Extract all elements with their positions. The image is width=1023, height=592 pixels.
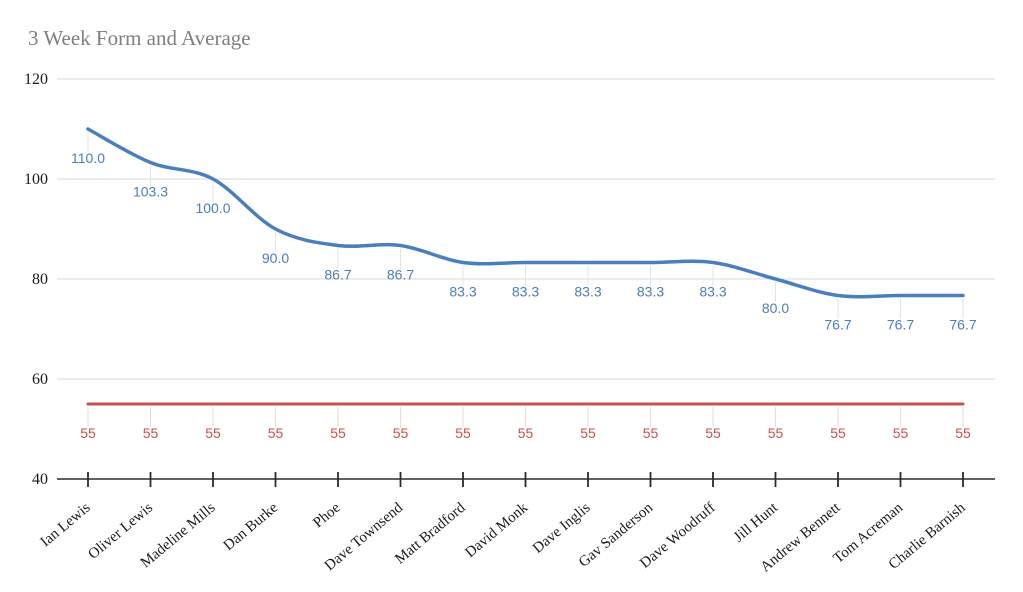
data-label: 55	[830, 425, 846, 441]
chart-title: 3 Week Form and Average	[28, 26, 251, 50]
y-axis-tick-label: 120	[24, 71, 48, 88]
data-label: 55	[518, 425, 534, 441]
data-label: 55	[768, 425, 784, 441]
data-label: 76.7	[824, 317, 851, 333]
y-axis-tick-label: 100	[24, 171, 48, 188]
data-label: 55	[268, 425, 284, 441]
data-label: 103.3	[133, 184, 168, 200]
x-axis-category-label: Ian Lewis	[38, 500, 94, 551]
data-label: 55	[330, 425, 346, 441]
y-axis-tick-label: 80	[32, 271, 48, 288]
data-label: 55	[455, 425, 471, 441]
data-label: 55	[80, 425, 96, 441]
data-label: 86.7	[324, 267, 351, 283]
data-label: 55	[205, 425, 221, 441]
data-label: 55	[705, 425, 721, 441]
x-axis-category-label: Phoe	[310, 500, 344, 532]
data-label: 83.3	[637, 284, 664, 300]
data-label: 83.3	[449, 284, 476, 300]
data-label: 55	[643, 425, 659, 441]
series-line-3-week-form	[86, 127, 965, 299]
x-axis-category-label: Jill Hunt	[731, 499, 782, 545]
data-label: 80.0	[762, 300, 789, 316]
x-axis-category-label: Dave Inglis	[530, 500, 594, 557]
data-label: 90.0	[262, 250, 289, 266]
data-label: 55	[955, 425, 971, 441]
data-label: 76.7	[949, 317, 976, 333]
data-label: 55	[580, 425, 596, 441]
data-label: 55	[893, 425, 909, 441]
y-axis-tick-label: 40	[32, 471, 48, 488]
y-axis-tick-label: 60	[32, 371, 48, 388]
data-label: 76.7	[887, 317, 914, 333]
data-label: 83.3	[574, 284, 601, 300]
x-axis-category-label: David Monk	[462, 499, 531, 561]
data-label: 55	[143, 425, 159, 441]
data-label: 55	[393, 425, 409, 441]
data-label: 110.0	[71, 150, 105, 166]
data-label: 100.0	[195, 200, 230, 216]
data-label: 83.3	[512, 284, 539, 300]
x-axis-category-label: Dan Burke	[221, 500, 282, 555]
data-label: 86.7	[387, 267, 414, 283]
data-label: 83.3	[699, 284, 726, 300]
